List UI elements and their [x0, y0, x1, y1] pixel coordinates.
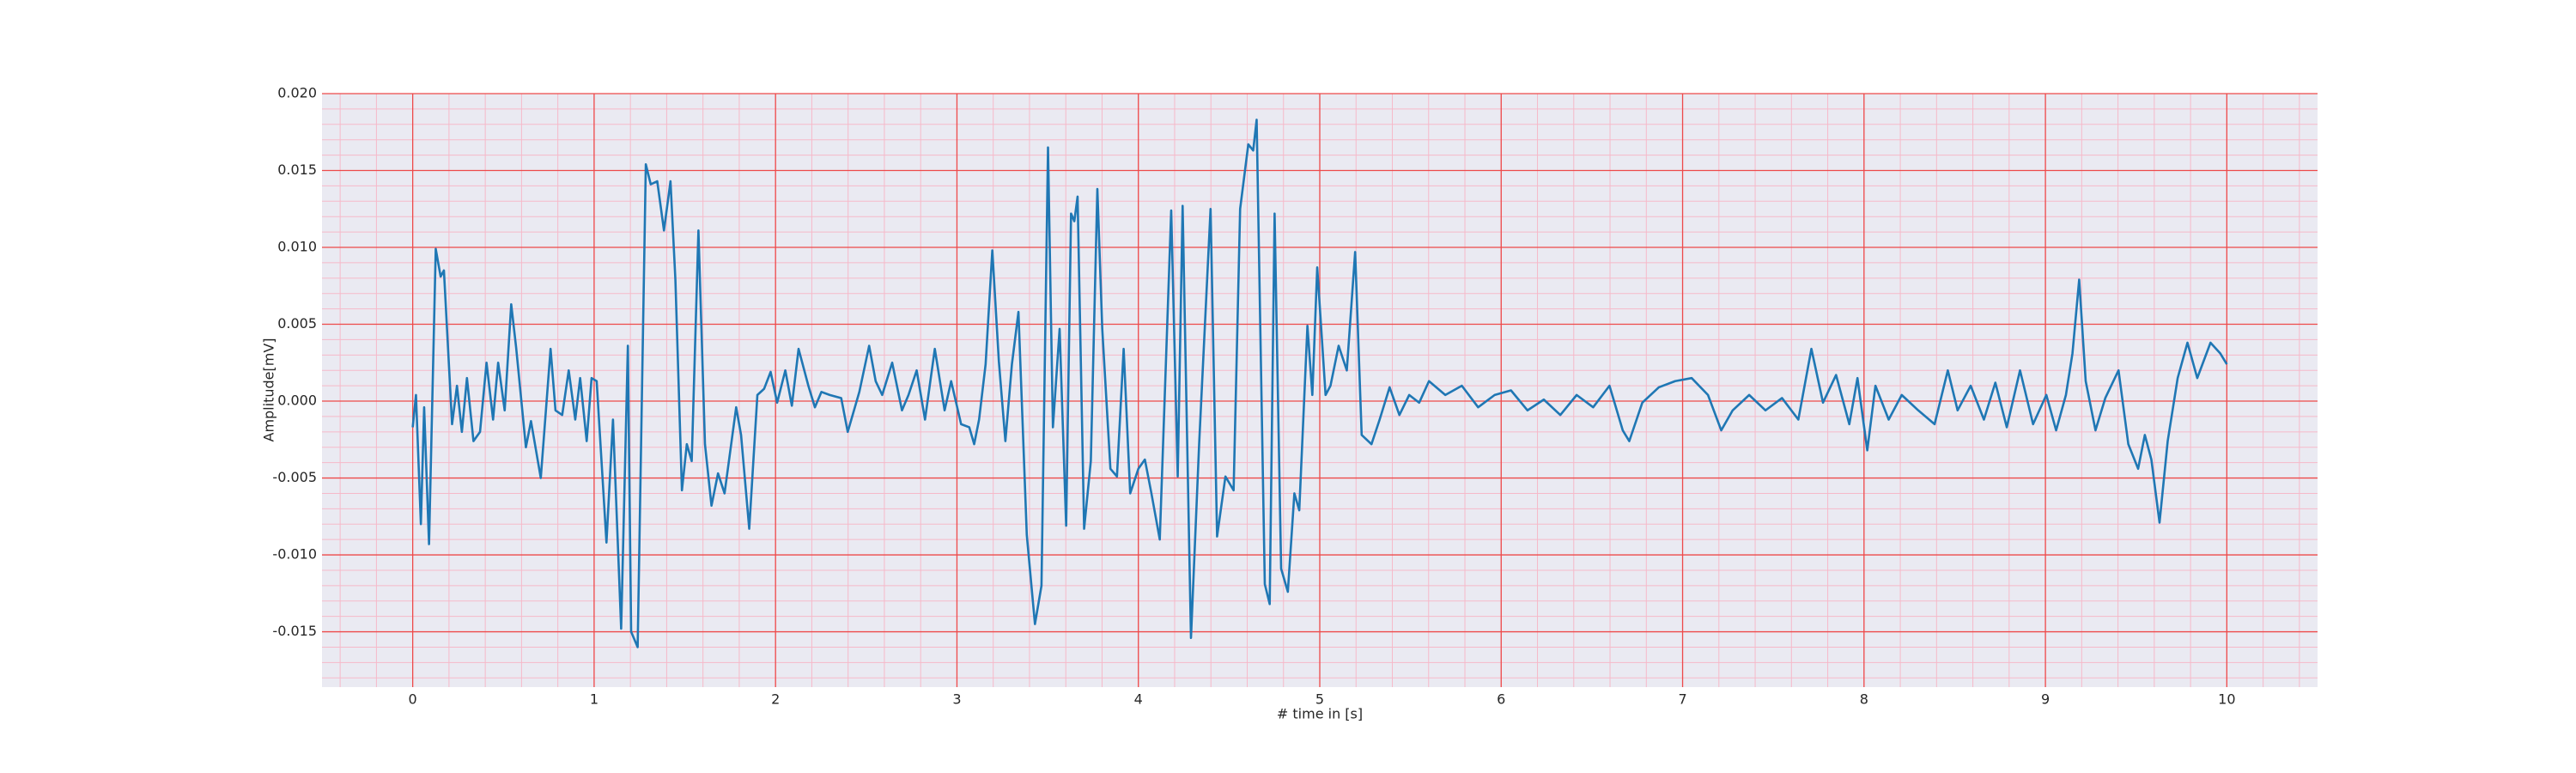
x-tick-label: 4 — [1134, 691, 1143, 708]
data-layer — [411, 119, 2228, 648]
y-axis-label: Amplitude[mV] — [261, 338, 277, 441]
tick-labels: 0 1 2 3 4 5 6 7 8 9 10 -0.015 -0.010 -0.005 0.000 0.005… — [272, 85, 2235, 708]
y-tick-label: -0.005 — [272, 469, 317, 485]
signal-line — [411, 119, 2228, 648]
x-tick-label: 2 — [771, 691, 780, 708]
x-tick-label: 3 — [952, 691, 961, 708]
y-tick-label: 0.010 — [277, 239, 317, 255]
y-tick-label: 0.000 — [277, 393, 317, 409]
x-tick-label: 5 — [1315, 691, 1324, 708]
x-axis-label: # time in [s] — [1277, 706, 1363, 722]
y-tick-label: -0.015 — [272, 623, 317, 639]
x-tick-label: 6 — [1497, 691, 1505, 708]
x-tick-label: 8 — [1860, 691, 1868, 708]
x-tick-label: 9 — [2041, 691, 2050, 708]
y-tick-label: 0.015 — [277, 161, 317, 178]
x-tick-label: 10 — [2218, 691, 2235, 708]
y-tick-label: 0.005 — [277, 315, 317, 332]
x-tick-label: 1 — [590, 691, 598, 708]
x-tick-label: 7 — [1678, 691, 1686, 708]
x-tick-label: 0 — [409, 691, 417, 708]
major-grid — [322, 93, 2318, 687]
y-tick-label: -0.010 — [272, 546, 317, 563]
y-tick-label: 0.020 — [277, 85, 317, 101]
